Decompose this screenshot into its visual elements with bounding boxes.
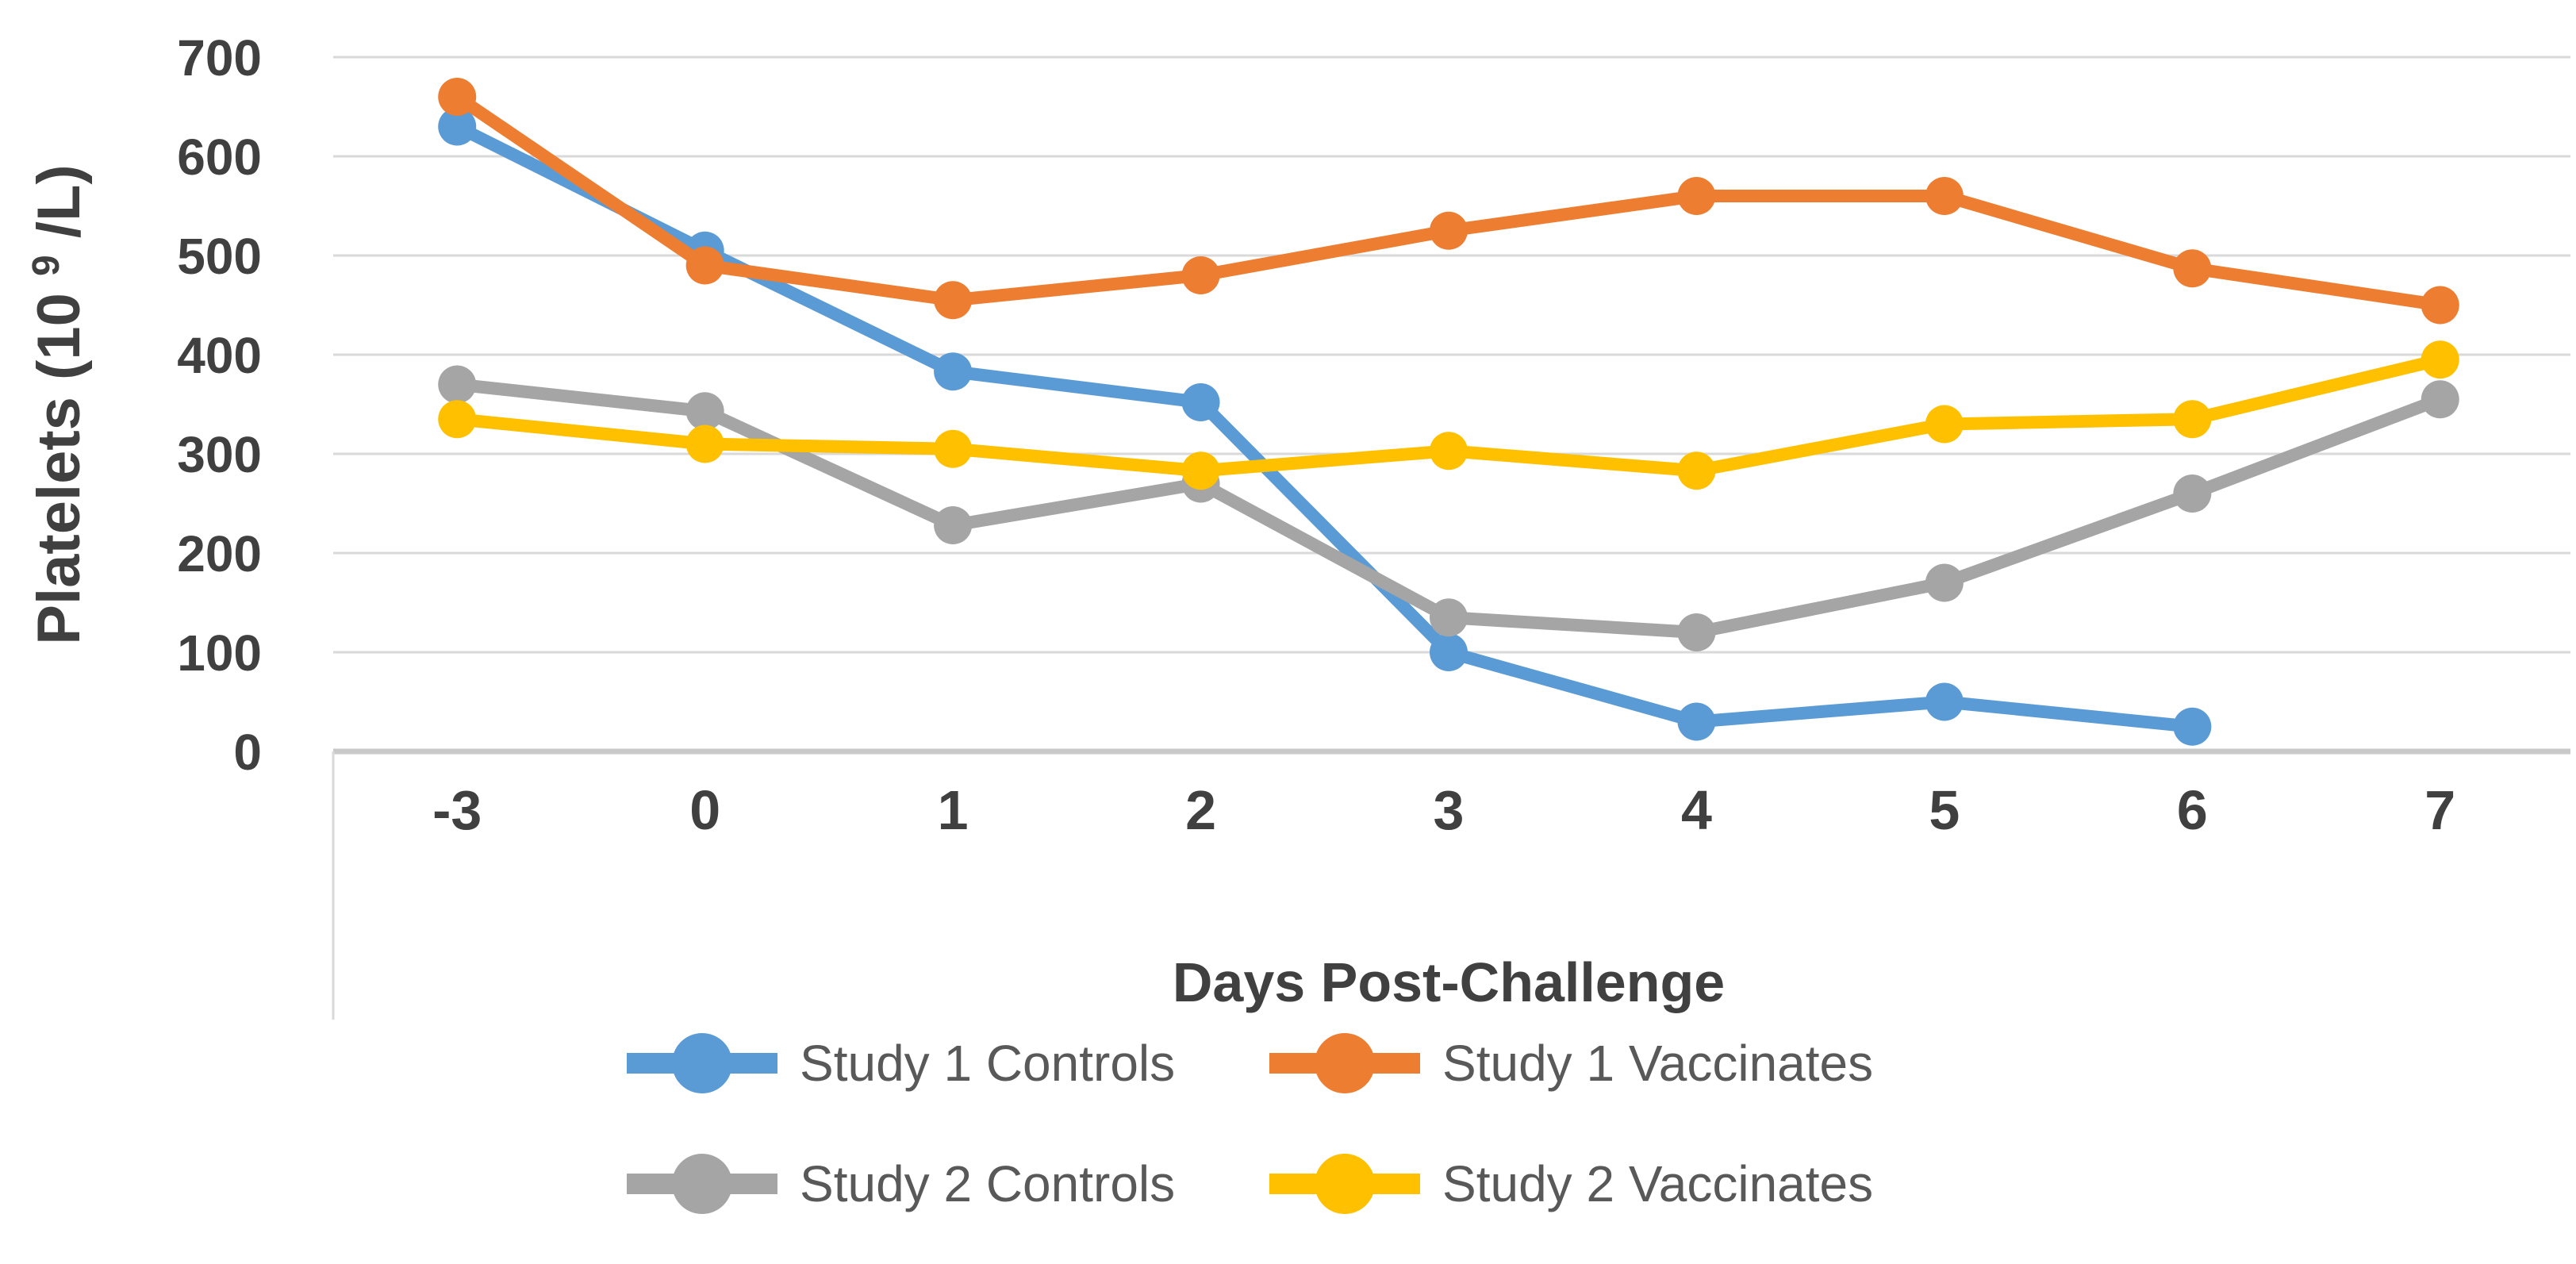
legend-item-study-2-controls: Study 2 Controls bbox=[627, 1154, 1175, 1214]
data-point-study-1-vaccinates bbox=[1925, 177, 1964, 215]
data-point-study-2-controls bbox=[1677, 613, 1716, 651]
legend-dot-marker-study-1-vaccinates bbox=[1315, 1033, 1375, 1093]
data-point-study-2-vaccinates bbox=[438, 400, 477, 439]
data-point-study-2-vaccinates bbox=[685, 425, 724, 463]
y-tick-label-400: 400 bbox=[177, 327, 262, 384]
x-axis-title: Days Post-Challenge bbox=[1173, 951, 1725, 1013]
legend-label-study-2-vaccinates: Study 2 Vaccinates bbox=[1442, 1155, 1873, 1212]
series-study-2-controls bbox=[438, 365, 2459, 651]
data-point-study-1-controls bbox=[1925, 682, 1964, 721]
data-point-study-1-vaccinates bbox=[1181, 256, 1220, 294]
series-line-study-1-vaccinates bbox=[451, 90, 2447, 312]
data-point-study-2-vaccinates bbox=[2173, 400, 2212, 439]
data-point-study-2-vaccinates bbox=[1430, 432, 1468, 471]
legend-dot-marker-study-2-controls bbox=[672, 1154, 732, 1214]
y-axis-title-prefix: Platelets (10 bbox=[25, 293, 93, 645]
y-tick-label-100: 100 bbox=[177, 624, 262, 682]
y-tick-label-700: 700 bbox=[177, 29, 262, 86]
x-tick-label-0: 0 bbox=[689, 779, 720, 841]
x-tick-label--3: -3 bbox=[432, 779, 482, 841]
x-tick-label-4: 4 bbox=[1681, 779, 1712, 841]
data-point-study-1-controls bbox=[934, 352, 973, 391]
x-axis-tick-labels: -3 0 1 2 3 4 5 6 7 bbox=[432, 779, 2455, 841]
data-point-study-1-vaccinates bbox=[2421, 286, 2459, 325]
data-point-study-2-controls bbox=[1430, 598, 1468, 637]
data-point-study-1-controls bbox=[1181, 383, 1220, 421]
data-point-study-2-controls bbox=[1925, 563, 1964, 602]
y-tick-label-200: 200 bbox=[177, 525, 262, 582]
x-tick-label-3: 3 bbox=[1434, 779, 1465, 841]
data-point-study-2-controls bbox=[2421, 380, 2459, 419]
legend-label-study-1-vaccinates: Study 1 Vaccinates bbox=[1442, 1035, 1873, 1092]
y-tick-label-0: 0 bbox=[233, 724, 262, 781]
y-axis-title: Platelets (10 9 /L) bbox=[5, 164, 93, 644]
legend-item-study-1-controls: Study 1 Controls bbox=[627, 1033, 1175, 1093]
series-study-1-vaccinates bbox=[438, 78, 2459, 325]
legend-item-study-1-vaccinates: Study 1 Vaccinates bbox=[1269, 1033, 1873, 1093]
legend-dot-marker-study-2-vaccinates bbox=[1315, 1154, 1375, 1214]
data-point-study-2-vaccinates bbox=[2421, 340, 2459, 379]
legend: Study 1 Controls Study 1 Vaccinates Study … bbox=[627, 1033, 1873, 1214]
series-layer bbox=[438, 78, 2459, 746]
y-axis-title-superscript: 9 bbox=[25, 255, 67, 276]
data-point-study-2-controls bbox=[685, 392, 724, 431]
gridlines bbox=[332, 56, 2570, 1020]
legend-dot-marker-study-1-controls bbox=[672, 1033, 732, 1093]
data-point-study-2-controls bbox=[438, 365, 477, 404]
x-tick-label-5: 5 bbox=[1929, 779, 1960, 841]
x-tick-label-2: 2 bbox=[1185, 779, 1216, 841]
data-point-study-2-controls bbox=[934, 506, 973, 544]
data-point-study-2-controls bbox=[2173, 474, 2212, 513]
data-point-study-1-vaccinates bbox=[934, 281, 973, 320]
data-point-study-1-controls bbox=[438, 107, 477, 146]
data-point-study-1-vaccinates bbox=[2173, 249, 2212, 288]
data-point-study-1-vaccinates bbox=[438, 78, 477, 116]
x-tick-label-7: 7 bbox=[2424, 779, 2455, 841]
x-tick-label-1: 1 bbox=[938, 779, 969, 841]
data-point-study-1-controls bbox=[2173, 707, 2212, 746]
y-tick-label-500: 500 bbox=[177, 228, 262, 285]
data-point-study-1-vaccinates bbox=[1430, 211, 1468, 250]
data-point-study-2-vaccinates bbox=[934, 429, 973, 468]
data-point-study-1-controls bbox=[1430, 633, 1468, 671]
data-point-study-1-controls bbox=[1677, 702, 1716, 741]
y-tick-label-300: 300 bbox=[177, 426, 262, 483]
series-study-2-vaccinates bbox=[438, 340, 2459, 490]
legend-label-study-1-controls: Study 1 Controls bbox=[800, 1035, 1175, 1092]
data-point-study-2-vaccinates bbox=[1181, 451, 1220, 490]
legend-item-study-2-vaccinates: Study 2 Vaccinates bbox=[1269, 1154, 1873, 1214]
legend-label-study-2-controls: Study 2 Controls bbox=[800, 1155, 1175, 1212]
x-tick-label-6: 6 bbox=[2177, 779, 2208, 841]
data-point-study-1-vaccinates bbox=[685, 246, 724, 285]
y-axis-tick-labels: 0 100 200 300 400 500 600 700 bbox=[177, 29, 262, 781]
data-point-study-1-vaccinates bbox=[1677, 177, 1716, 215]
y-axis-title-suffix: /L) bbox=[25, 164, 93, 238]
y-tick-label-600: 600 bbox=[177, 129, 262, 186]
data-point-study-2-vaccinates bbox=[1677, 451, 1716, 490]
data-point-study-2-vaccinates bbox=[1925, 405, 1964, 444]
